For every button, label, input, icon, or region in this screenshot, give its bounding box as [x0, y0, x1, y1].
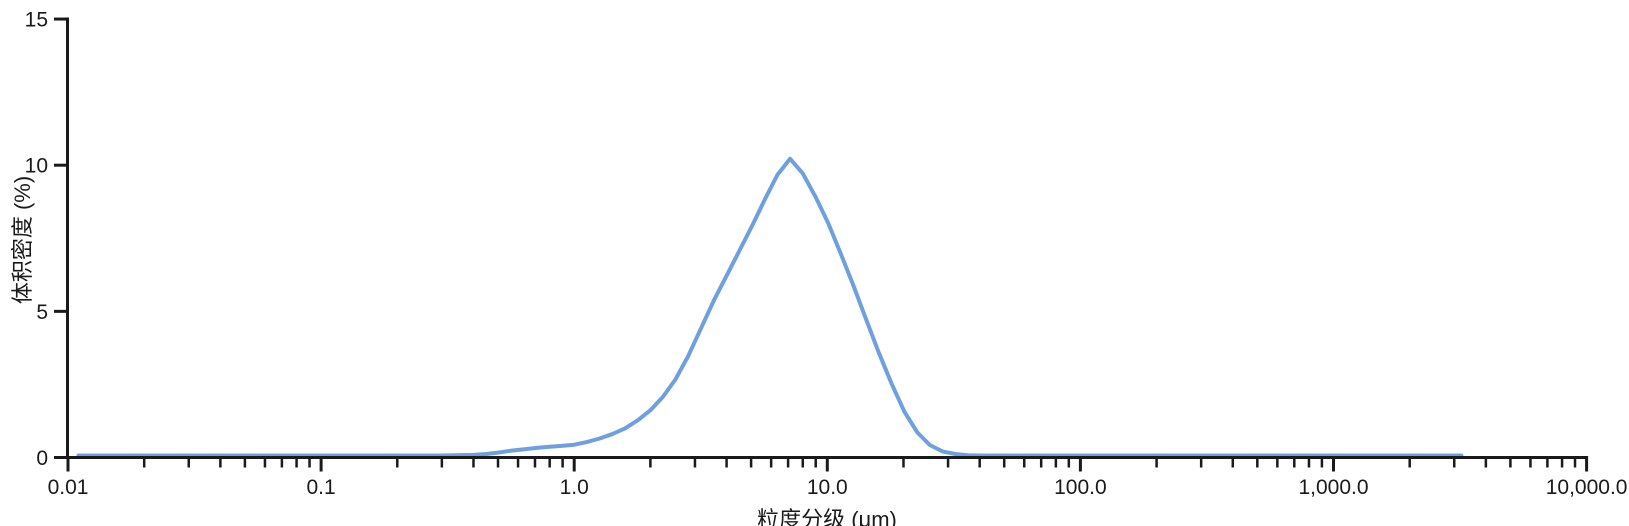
x-tick-label: 1.0 — [560, 476, 589, 499]
x-tick-label: 0.01 — [48, 476, 89, 499]
distribution-curve — [76, 156, 1464, 458]
x-tick-label: 10.0 — [807, 476, 848, 499]
y-tick-label: 10 — [25, 155, 48, 178]
x-tick-label: 1,000.0 — [1298, 476, 1368, 499]
x-tick-label: 10,000.0 — [1546, 476, 1628, 499]
y-tick-label: 15 — [25, 9, 48, 32]
y-tick-label: 5 — [36, 301, 48, 324]
x-tick-label: 100.0 — [1054, 476, 1107, 499]
x-tick-label: 0.1 — [306, 476, 335, 499]
x-axis-title: 粒度分级 (μm) — [757, 507, 897, 526]
y-tick-label: 0 — [36, 447, 48, 470]
y-axis-title: 体积密度 (%) — [10, 175, 35, 305]
